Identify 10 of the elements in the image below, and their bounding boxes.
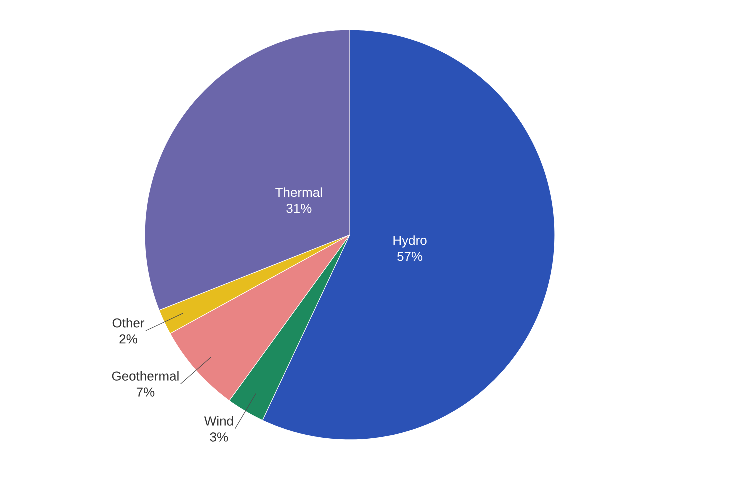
data-label: 57% — [398, 252, 423, 262]
data-label: 3% — [210, 432, 228, 442]
data-label: 2% — [120, 334, 138, 344]
slice-label: Other — [112, 318, 145, 328]
slice-label: Geothermal — [112, 371, 179, 381]
slice-label: Hydro — [394, 236, 427, 248]
data-label: 7% — [136, 388, 155, 397]
slice-label: Wind — [204, 416, 234, 426]
data-label: 31% — [286, 204, 312, 214]
slice-label: Thermal — [276, 188, 322, 198]
